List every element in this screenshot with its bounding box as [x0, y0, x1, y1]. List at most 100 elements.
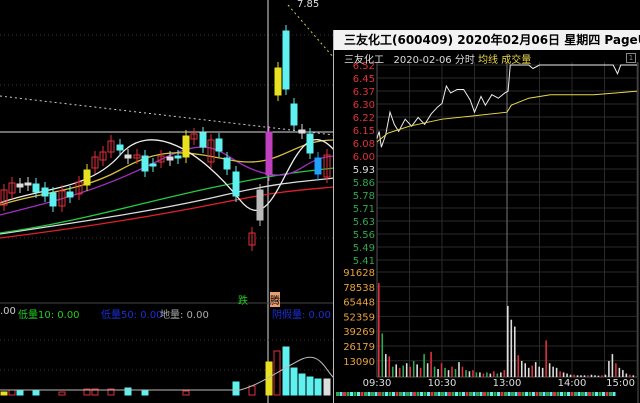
volume-bar [618, 367, 621, 377]
volume-bar [562, 372, 565, 377]
minimize-box-icon[interactable]: 1 [626, 53, 636, 63]
price-label: 5.56 [353, 230, 375, 241]
status-strip-cell [570, 392, 574, 396]
status-strip-cell [507, 392, 511, 396]
price-line [376, 64, 637, 148]
status-strip-cell [521, 392, 525, 396]
candle-body [83, 169, 91, 186]
moving-average-line [0, 186, 334, 239]
volume-bar [594, 375, 596, 377]
volume-bar [625, 373, 628, 377]
status-strip-cell [346, 392, 350, 396]
candle-body [290, 103, 298, 126]
volume-bar [182, 390, 190, 396]
status-strip-cell [479, 392, 483, 396]
volume-bar [472, 370, 474, 377]
status-strip-cell [353, 392, 357, 396]
kline-canvas[interactable] [0, 0, 334, 403]
status-strip-cell [546, 392, 549, 396]
candle-body [298, 129, 306, 134]
candle-body [174, 155, 182, 159]
mode: 分时 [454, 55, 475, 66]
volume-bar [548, 363, 551, 377]
volume-bar [541, 367, 544, 377]
status-strip-cell [612, 392, 616, 396]
volume-bar [615, 363, 617, 377]
candle-body [207, 139, 215, 163]
trend-line [287, 4, 334, 59]
status-strip-cell [455, 392, 458, 396]
status-strip-cell [430, 392, 434, 396]
candle-body [58, 190, 66, 207]
signal-down: 跌 [238, 296, 248, 307]
status-strip-cell [374, 392, 378, 396]
volume-bar [232, 381, 240, 396]
status-strip-cell [486, 392, 490, 396]
moving-average-line [0, 177, 334, 235]
time-label: 10:30 [428, 378, 457, 389]
volume-label: 26179 [343, 342, 375, 353]
volume-bar [583, 375, 586, 377]
status-strip-cell [360, 392, 364, 396]
candle-body [248, 232, 256, 246]
volume-bar [141, 389, 149, 396]
status-strip-cell [598, 392, 602, 396]
time-label: 13:00 [493, 378, 522, 389]
status-strip-cell [532, 392, 535, 396]
signal-up: 腾 [270, 292, 280, 307]
status-strip-cell [490, 392, 493, 396]
kline-chart[interactable]: 7.85 跌 腾 .00 低量10: 0.00 低量50: 0.00 地量: 0… [0, 0, 334, 403]
volume-bar [545, 340, 547, 377]
popup-title[interactable]: 三友化工(600409) 2020年02月06日 星期四 PageUp/Down [334, 30, 640, 50]
status-strip-cell [381, 392, 385, 396]
volume-bar [402, 365, 405, 377]
trend-line [0, 95, 334, 136]
volume-bar [552, 366, 554, 377]
volume-bar [16, 390, 24, 396]
status-strip-cell [595, 392, 598, 396]
status-strip-cell [423, 392, 427, 396]
status-strip-cell [409, 392, 413, 396]
status-strip-cell [402, 392, 406, 396]
candle-body [166, 156, 174, 161]
intraday-popup[interactable]: 6.52 6.45 6.37 6.30 6.22 6.15 6.08 6.00 5.93 5.86… [333, 30, 640, 403]
status-strip-cell [444, 392, 448, 396]
status-strip-cell [591, 392, 595, 396]
status-strip-cell [469, 392, 472, 396]
status-strip-cell [574, 392, 577, 396]
status-strip-cell [378, 392, 381, 396]
candle-body [256, 189, 264, 221]
status-strip-cell [525, 392, 528, 396]
volume-bar [524, 363, 527, 377]
volume-bar [632, 375, 635, 377]
volume-bar [517, 355, 520, 377]
volume-label: 52359 [343, 312, 375, 323]
high-price-label: 7.85 [297, 0, 320, 10]
candle-body [157, 155, 165, 163]
volume-bar [496, 373, 499, 377]
volume-bar [107, 388, 115, 396]
volume-bar [378, 283, 380, 377]
price-label: 6.37 [353, 87, 375, 98]
volume-bar [461, 366, 464, 377]
volume-bar [608, 360, 610, 377]
status-strip-cell [451, 392, 455, 396]
status-strip-cell [553, 392, 556, 396]
volume-bar [482, 373, 485, 377]
volume-bar [423, 354, 425, 377]
volume-bar [493, 371, 495, 377]
volume-bar [405, 363, 408, 377]
volume-bar [273, 350, 281, 396]
volume-bar [433, 366, 436, 377]
volume-bar [527, 367, 530, 377]
candle-body [0, 189, 8, 206]
intraday-chart[interactable]: 6.52 6.45 6.37 6.30 6.22 6.15 6.08 6.00 5.93 5.86… [334, 30, 640, 403]
volume-bar [622, 370, 624, 377]
status-strip-cell [371, 392, 374, 396]
status-strip-cell [483, 392, 486, 396]
status-strip-cell [420, 392, 423, 396]
volume-bar [590, 374, 593, 377]
volume-bar [587, 375, 589, 377]
volume-label: 91628 [343, 268, 375, 279]
candle-body [190, 133, 198, 140]
